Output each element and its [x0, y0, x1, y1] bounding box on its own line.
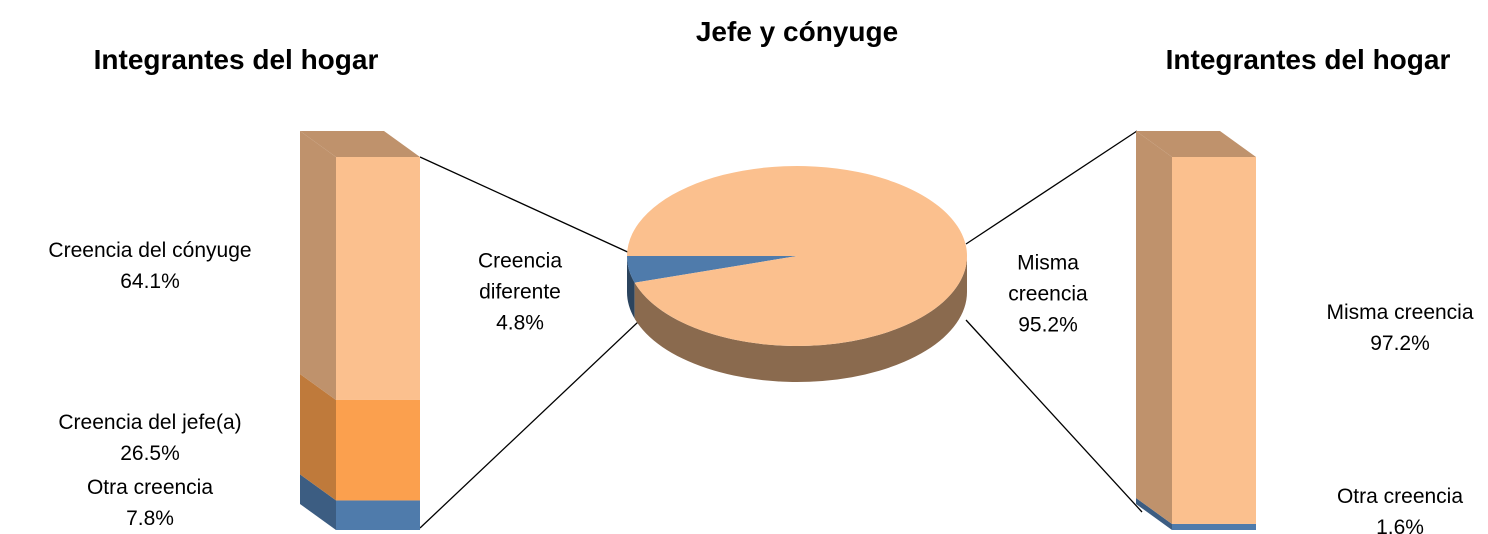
chart-title: Jefe y cónyuge [695, 16, 899, 47]
bar-side [300, 474, 336, 530]
category-label: Creencia del cónyuge [48, 239, 252, 263]
category-label: Misma creencia [1008, 251, 1088, 306]
bar [336, 399, 420, 501]
category-label: Otra creencia [86, 476, 214, 500]
value-label: 4.8% [496, 311, 544, 335]
bar [336, 157, 420, 400]
bar-top [1136, 131, 1256, 157]
value-label: 97.2% [1370, 332, 1430, 356]
pie-side [634, 256, 967, 382]
pie-side [627, 256, 635, 319]
connectors [419, 130, 1143, 529]
value-label: 64.1% [120, 270, 180, 294]
bar-side [300, 373, 336, 501]
value-label: 26.5% [120, 442, 180, 466]
chart-title: Integrantes del hogar [1165, 44, 1451, 75]
data-label: Creencia diferente 4.8% [460, 246, 580, 339]
category-label: Misma creencia [1326, 301, 1474, 325]
connector [965, 130, 1138, 245]
data-label: Creencia del cónyuge 64.1% [48, 235, 251, 297]
category-label: Creencia diferente [477, 249, 563, 304]
bar-top [300, 131, 420, 157]
value-label: 7.8% [126, 507, 174, 531]
data-label: Otra creencia 1.6% [1337, 481, 1463, 534]
bar-side [300, 131, 336, 400]
bar [1172, 523, 1256, 530]
data-label: Misma creencia 95.2% [988, 248, 1108, 341]
bar [336, 500, 420, 530]
pie-slice [627, 165, 967, 346]
data-label: Misma creencia 97.2% [1326, 297, 1473, 359]
chart-title: Integrantes del hogar [93, 44, 379, 75]
pie-slice [627, 256, 797, 283]
data-label: Creencia del jefe(a) 26.5% [58, 407, 241, 469]
data-label: Otra creencia 7.8% [87, 472, 213, 534]
category-label: Creencia del jefe(a) [58, 411, 242, 435]
value-label: 1.6% [1376, 516, 1424, 534]
category-label: Otra creencia [1336, 485, 1464, 508]
value-label: 95.2% [1018, 313, 1078, 337]
bar-side [1136, 131, 1172, 524]
connector [965, 319, 1143, 513]
connector [419, 156, 633, 255]
bar [1172, 157, 1256, 524]
bar-side [1136, 497, 1172, 530]
connector [419, 321, 639, 529]
